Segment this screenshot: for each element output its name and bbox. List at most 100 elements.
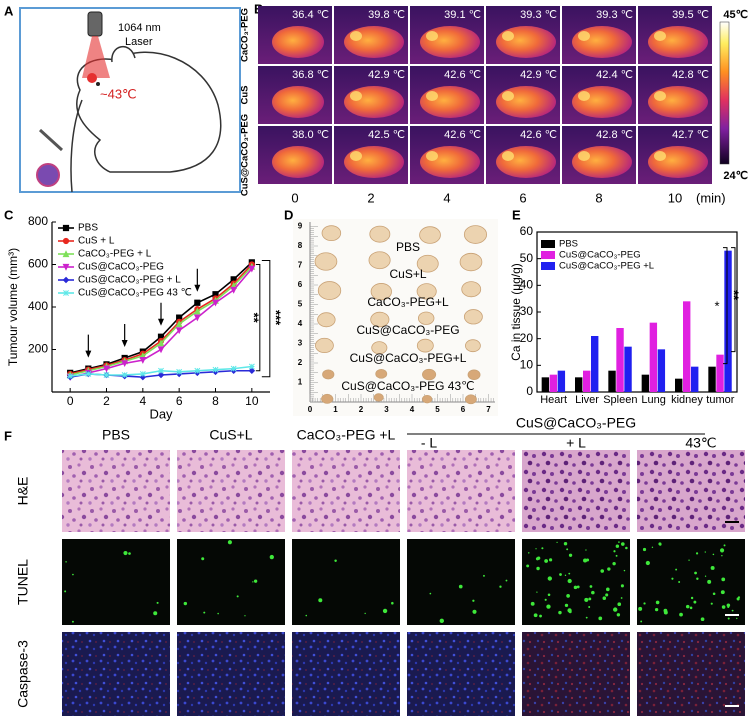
tunel-dot [217,612,219,615]
mouse-tail [70,99,83,193]
column-header: 43℃ [685,435,716,451]
group-label: CuS@CaCO₃-PEG 43℃ [341,379,474,393]
tumour [421,394,433,404]
syringe [38,128,64,152]
tumour [416,283,437,300]
tunel-dot [71,620,74,623]
hot-spot [578,31,590,41]
he-image [177,450,285,532]
mouse-heat [572,26,632,58]
hot-spot [426,151,438,161]
legend-label: CuS@CaCO₃-PEG [78,262,164,273]
laser-label: Laser [125,36,153,48]
tunel-dot [663,610,668,615]
tunel-dot [638,606,643,611]
y-tick-label: 50 [520,251,534,265]
temperature: 42.5 ℃ [368,129,405,141]
tunel-dot [693,600,697,604]
temperature: ~43℃ [100,86,137,101]
temperature: 42.6 ℃ [444,69,481,81]
temperature: 42.4 ℃ [596,69,633,81]
column-header: PBS [102,427,130,443]
point [175,327,183,335]
tunel-dot [700,617,705,622]
tunel-dot [564,574,567,577]
he-image [637,450,745,532]
tunel-dot [227,540,232,545]
ruler-label: 6 [461,405,466,414]
legend-swatch [541,251,555,259]
significance: *** [268,310,283,326]
tunel-dot [568,610,572,614]
temperature: 39.1 ℃ [444,9,481,21]
legend-label: CuS + L [78,236,115,247]
legend-marker [62,250,70,258]
bar [616,328,624,392]
point [85,370,92,377]
tunel-dot [727,617,730,620]
tunel-dot [613,550,616,553]
point [67,373,74,380]
tunel-dot [605,593,609,597]
mouse-heat [420,146,480,178]
tumour [464,394,477,405]
tunel-dot [64,590,67,593]
tunel-dot [123,550,128,556]
tunel-dot [720,548,725,553]
legend-label: CaCO₃-PEG + L [78,249,152,260]
tunel-dot [564,603,569,608]
tunel-dot [696,577,699,580]
mouse-heat [344,86,404,118]
tunel-dot [499,585,502,588]
x-tick-label: 8 [212,394,219,408]
tunel-dot [544,598,547,601]
mouse-heat [648,146,708,178]
mouse-heat [272,146,324,178]
tunel-dot [606,587,610,592]
legend-label: PBS [559,239,578,250]
group-header: CuS@CaCO₃-PEG [516,415,636,431]
tumour [317,281,342,300]
tunel-dot [613,607,618,612]
mouse-heat [420,26,480,58]
tunel-dot [364,612,366,615]
mouse-heat [272,86,324,118]
y-tick-label: 30 [520,304,534,318]
tunel-dot [615,544,620,548]
tumour [369,225,391,243]
tunel-dot [726,603,731,608]
tunel-dot [615,554,618,557]
ruler-label: 0 [308,405,313,414]
caspase-image [292,632,400,716]
tunel-dot [318,598,323,603]
caspase-image [637,632,745,716]
he-image [62,450,170,532]
caspase-image [62,632,170,716]
column-header: + L [566,435,586,451]
x-tick-label: Lung [641,394,665,406]
bar [557,370,566,392]
tunel-dot [736,617,738,620]
bar [641,374,650,392]
mouse-heat [496,146,556,178]
y-tick-label: 400 [28,299,48,313]
he-image [407,450,515,532]
tunel-dot [616,613,621,617]
significance: ** [727,290,742,301]
row-label: CuS@CaCO₃-PEG [240,114,251,196]
tunel-dot [612,561,616,566]
tunel-image [637,539,745,625]
tumour [416,338,434,353]
tunel-dot [153,611,158,616]
tunel-image [177,539,285,625]
caspase-image [522,632,630,716]
ruler-label: 1 [298,378,303,387]
temperature: 36.4 ℃ [292,9,329,21]
x-tick-label: Heart [540,394,567,406]
ruler-label: 2 [359,405,364,414]
laser-spot [87,73,97,83]
tunel-dot [685,604,690,609]
tunel-dot [203,611,206,614]
tunel-image [292,539,400,625]
tunel-dot [712,553,715,556]
